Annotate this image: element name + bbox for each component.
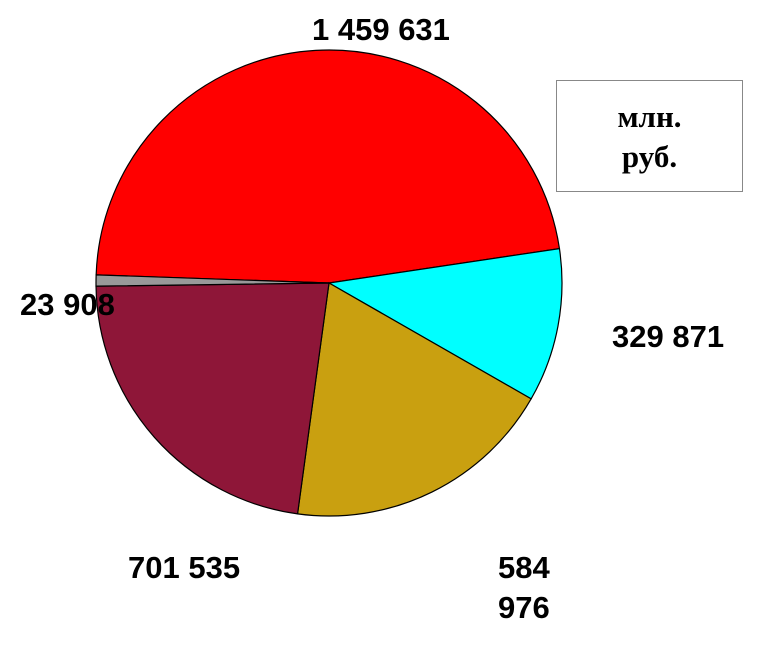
data-label: 584 976	[498, 550, 550, 625]
data-label: 329 871	[612, 319, 725, 354]
pie-slice	[327, 247, 563, 400]
data-label: 701 535	[128, 550, 241, 585]
data-label: 23 908	[20, 287, 115, 322]
data-label: 1 459 631	[312, 12, 450, 47]
pie-slice	[95, 274, 330, 287]
pie-slice	[95, 49, 561, 284]
pie-slice	[296, 282, 532, 517]
pie-slice	[95, 282, 330, 515]
unit-box: млн. руб.	[556, 80, 743, 192]
